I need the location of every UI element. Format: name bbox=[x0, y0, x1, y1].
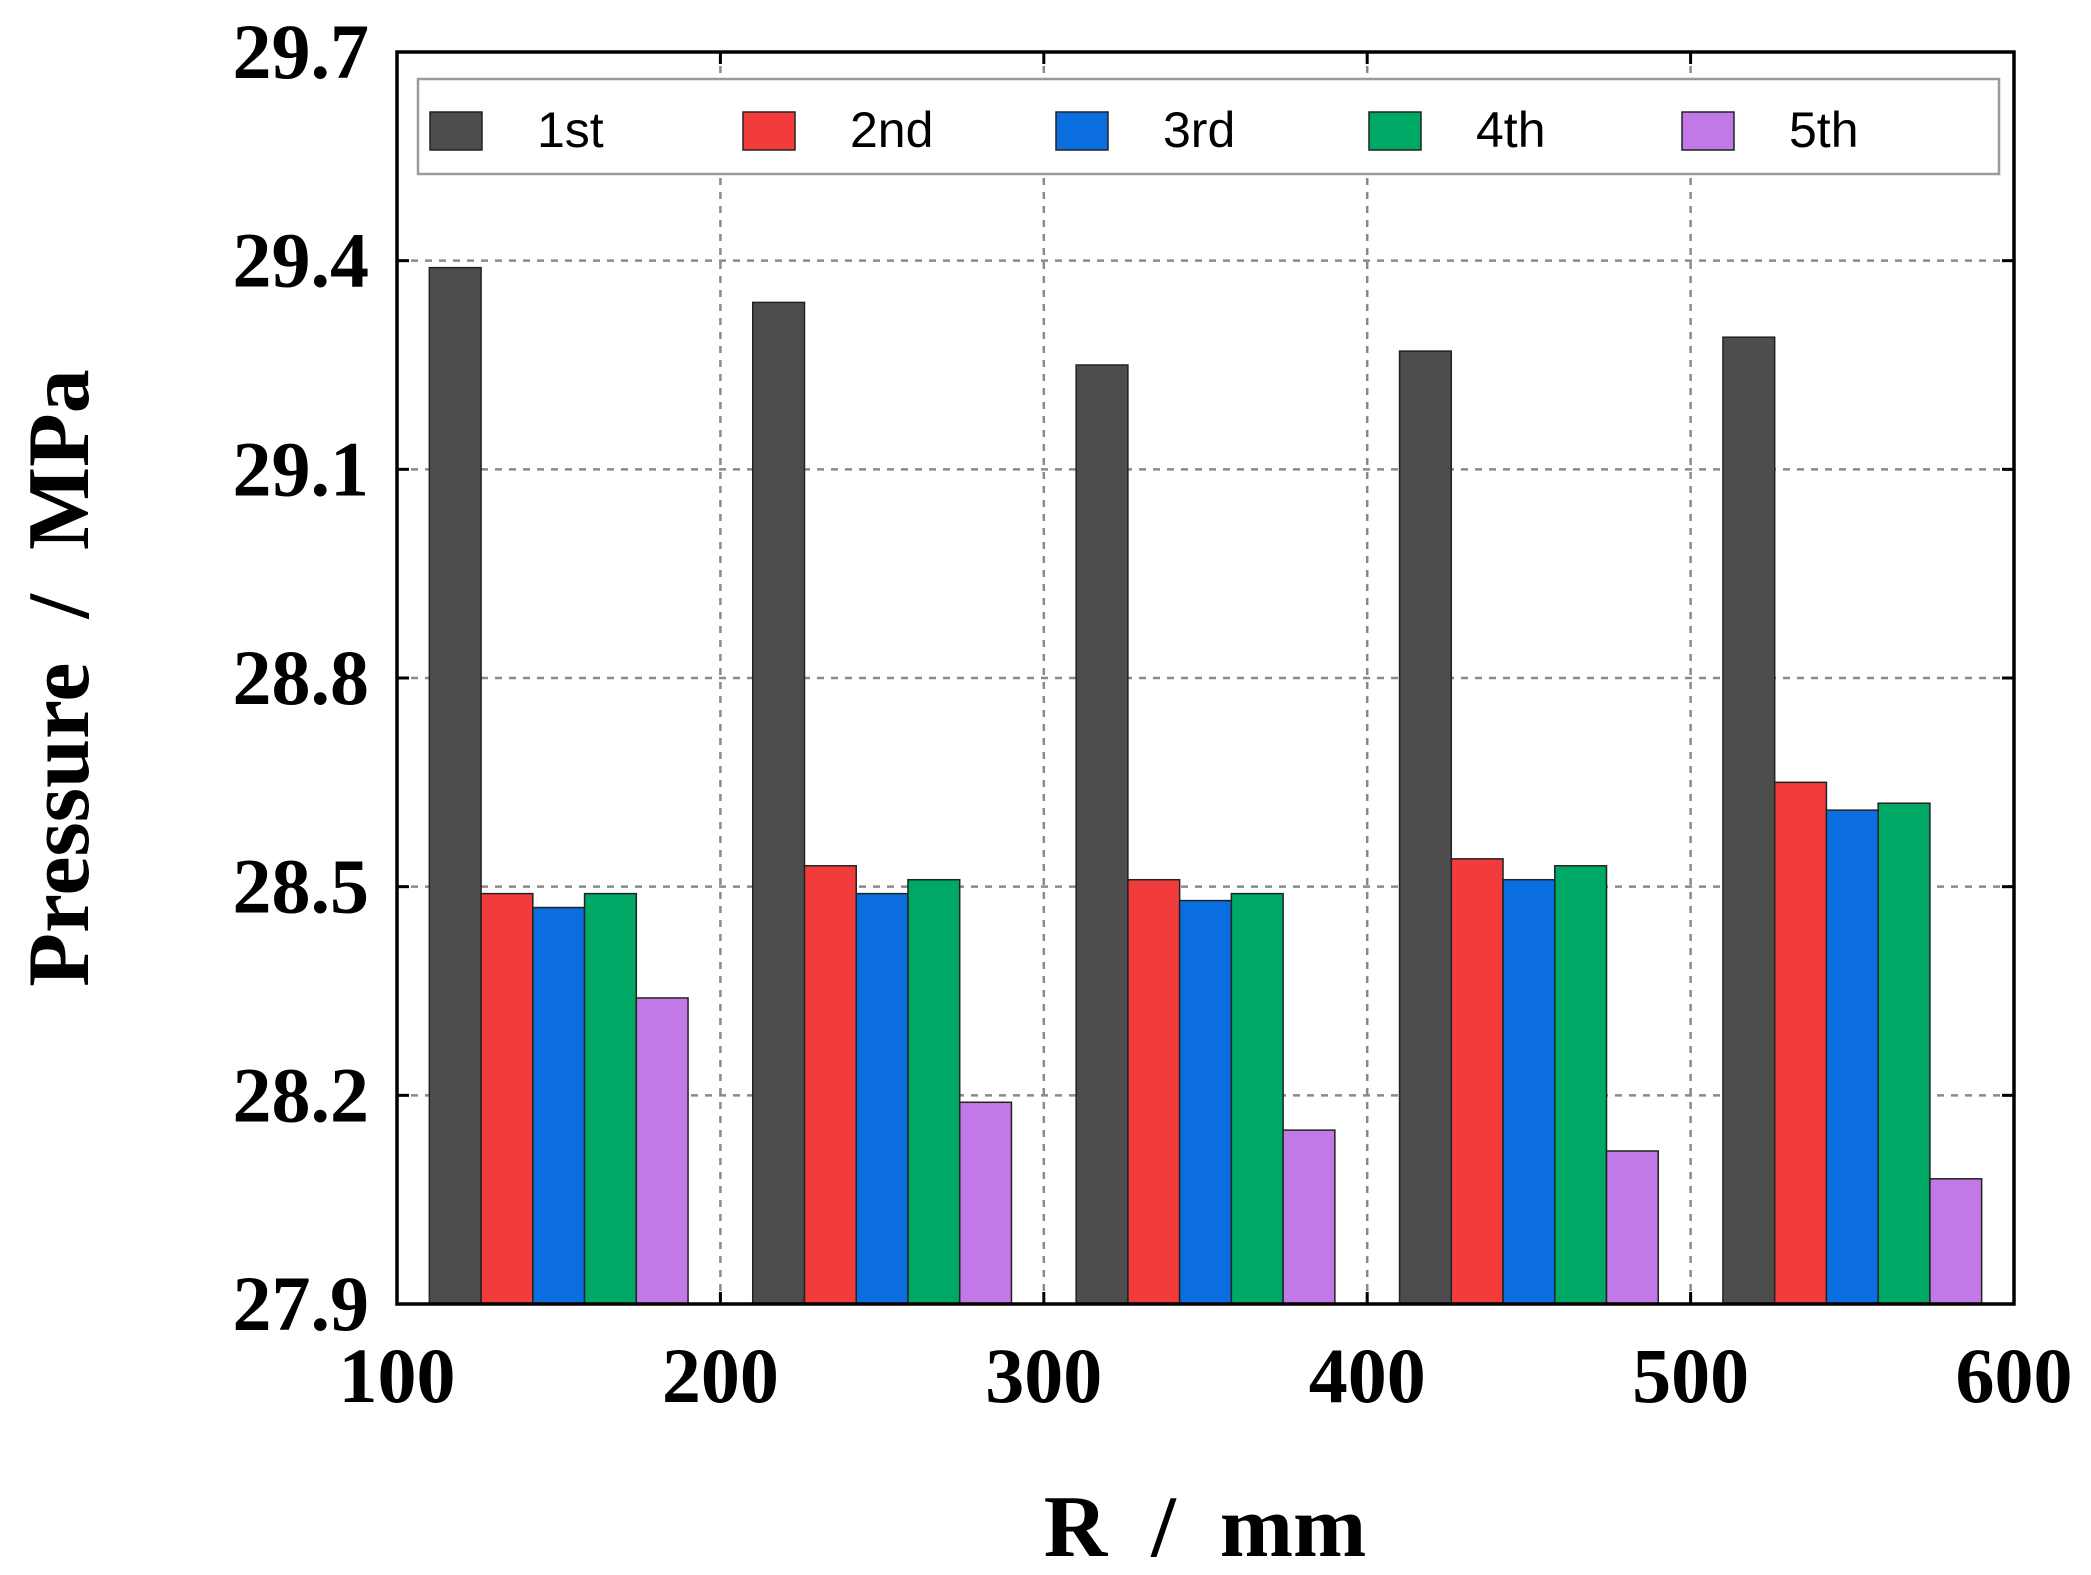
x-tick-label-300: 300 bbox=[985, 1332, 1102, 1419]
bar-1st-500 bbox=[1722, 336, 1776, 1305]
legend: 1st 2nd 3rd 4th 5th bbox=[416, 77, 2001, 176]
bar-4th-500 bbox=[1877, 802, 1931, 1305]
x-tick-label-400: 400 bbox=[1309, 1332, 1426, 1419]
bar-3rd-500 bbox=[1825, 809, 1879, 1305]
y-tick-label-28.8: 28.8 bbox=[233, 634, 370, 721]
bar-5th-500 bbox=[1929, 1178, 1983, 1305]
y-tick-label-28.2: 28.2 bbox=[233, 1051, 370, 1138]
y-axis-title: Pressure / MPa bbox=[11, 369, 108, 987]
bar-2nd-300 bbox=[1127, 878, 1181, 1305]
bar-2nd-200 bbox=[803, 865, 857, 1305]
x-tick-labels: 100 200 300 400 500 600 bbox=[339, 1332, 2073, 1419]
y-tick-label-29.4: 29.4 bbox=[233, 217, 370, 304]
bar-1st-400 bbox=[1398, 350, 1453, 1305]
bar-2nd-400 bbox=[1450, 858, 1504, 1305]
bar-2nd-100 bbox=[480, 892, 534, 1305]
bar-5th-100 bbox=[635, 997, 689, 1305]
legend-box bbox=[416, 77, 2001, 176]
y-tick-labels: 27.9 28.2 28.5 28.8 29.1 29.4 29.7 bbox=[233, 8, 370, 1347]
legend-label-4th: 4th bbox=[1476, 102, 1546, 158]
legend-label-1st: 1st bbox=[537, 102, 604, 158]
bar-4th-200 bbox=[907, 878, 961, 1305]
bar-4th-100 bbox=[583, 892, 638, 1305]
legend-label-3rd: 3rd bbox=[1163, 102, 1235, 158]
legend-swatch-3rd bbox=[1055, 111, 1109, 151]
x-axis-title: R / mm bbox=[1044, 1479, 1367, 1575]
axis-ticks bbox=[395, 50, 2016, 1306]
x-tick-label-100: 100 bbox=[339, 1332, 456, 1419]
bar-3rd-300 bbox=[1178, 899, 1233, 1305]
bar-5th-200 bbox=[958, 1101, 1013, 1305]
bar-1st-200 bbox=[751, 301, 806, 1305]
bar-4th-300 bbox=[1230, 892, 1284, 1305]
bar-3rd-100 bbox=[532, 906, 586, 1305]
legend-swatch-4th bbox=[1368, 111, 1422, 151]
legend-label-5th: 5th bbox=[1789, 102, 1859, 158]
bar-2nd-500 bbox=[1773, 781, 1828, 1305]
y-tick-label-29.1: 29.1 bbox=[233, 425, 370, 512]
legend-label-2nd: 2nd bbox=[850, 102, 933, 158]
bar-3rd-400 bbox=[1502, 878, 1556, 1305]
legend-swatch-1st bbox=[429, 111, 483, 151]
bar-5th-400 bbox=[1605, 1150, 1660, 1305]
bars bbox=[428, 266, 1983, 1305]
x-tick-label-200: 200 bbox=[662, 1332, 779, 1419]
legend-swatch-5th bbox=[1681, 111, 1735, 151]
bar-3rd-200 bbox=[855, 892, 909, 1305]
legend-swatch-2nd bbox=[742, 111, 796, 151]
bar-1st-100 bbox=[428, 266, 482, 1305]
bar-1st-300 bbox=[1075, 364, 1129, 1305]
y-tick-label-29.7: 29.7 bbox=[233, 8, 370, 95]
x-tick-label-600: 600 bbox=[1956, 1332, 2073, 1419]
bar-5th-300 bbox=[1282, 1129, 1336, 1305]
bar-4th-400 bbox=[1554, 865, 1608, 1305]
y-tick-label-28.5: 28.5 bbox=[233, 843, 370, 930]
y-tick-label-27.9: 27.9 bbox=[233, 1260, 370, 1347]
x-tick-label-500: 500 bbox=[1632, 1332, 1749, 1419]
